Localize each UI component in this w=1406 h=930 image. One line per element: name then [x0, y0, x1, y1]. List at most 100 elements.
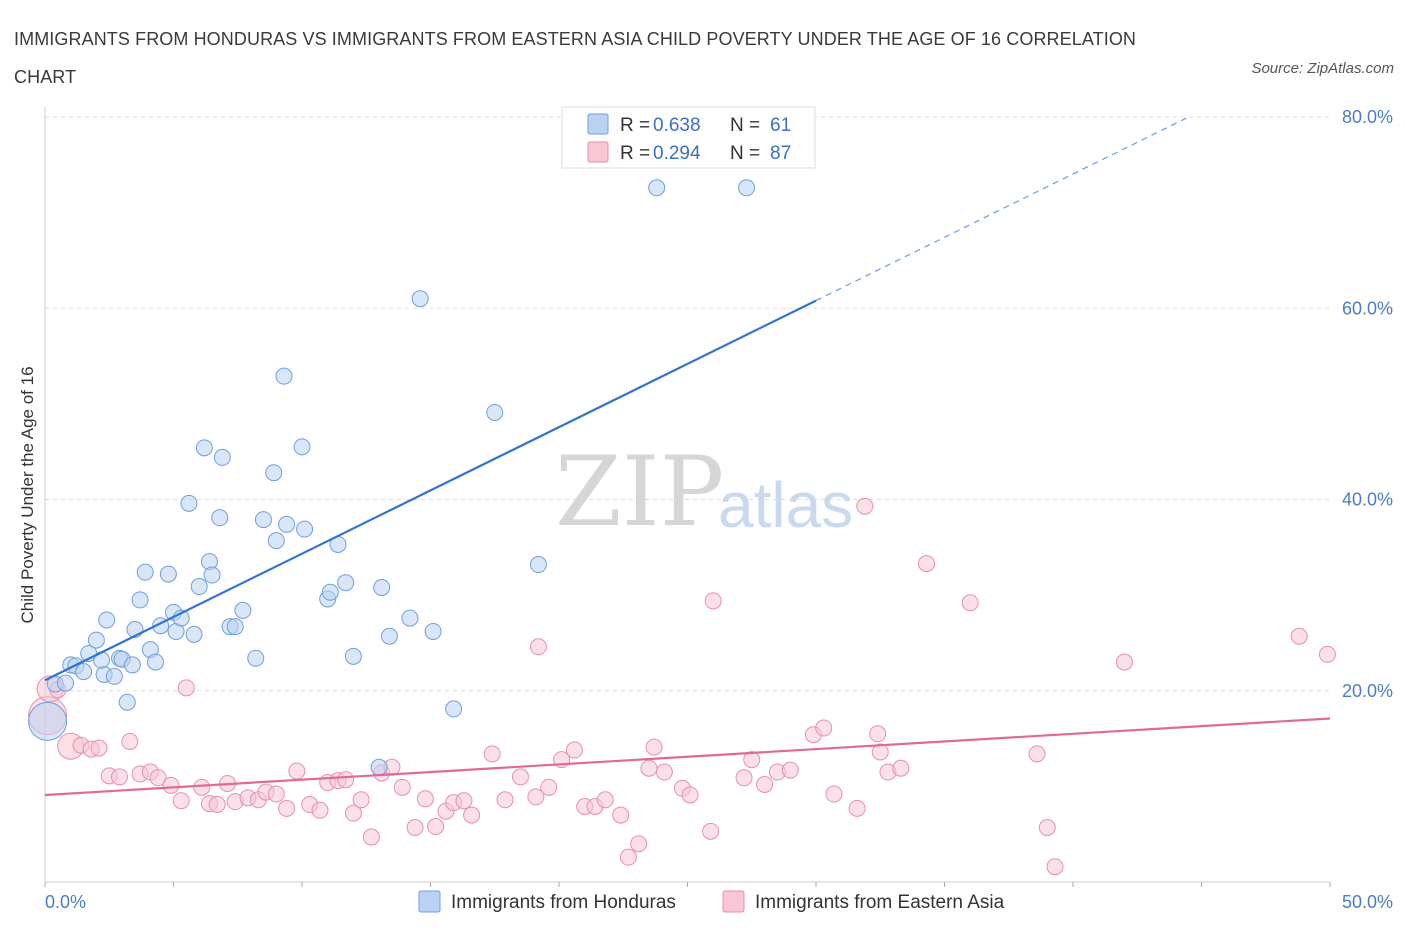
honduras-point-37	[265, 464, 283, 482]
honduras-point-18	[147, 653, 165, 671]
series-legend: Immigrants from Honduras Immigrants from…	[418, 890, 1005, 913]
eastern-asia-point-72	[815, 719, 833, 737]
legend-r-label-eastern-asia: R =	[620, 143, 650, 164]
eastern-asia-point-12	[149, 769, 167, 787]
honduras-point-59	[123, 656, 141, 674]
honduras-point-54	[445, 700, 463, 718]
honduras-point-26	[190, 578, 208, 596]
eastern-asia-point-82	[1028, 745, 1046, 763]
eastern-asia-point-86	[1290, 627, 1308, 645]
eastern-asia-point-25	[278, 799, 296, 817]
honduras-point-13	[118, 693, 136, 711]
eastern-asia-point-87	[1318, 645, 1336, 663]
eastern-asia-point-38	[406, 818, 424, 836]
eastern-asia-point-31	[337, 771, 355, 789]
eastern-asia-point-59	[645, 738, 663, 756]
eastern-asia-point-77	[871, 743, 889, 761]
honduras-point-10	[105, 667, 123, 685]
honduras-point-24	[180, 494, 198, 512]
bottom-legend-swatch-eastern-asia	[722, 890, 745, 913]
bottom-legend-label-eastern-asia: Immigrants from Eastern Asia	[755, 892, 1005, 913]
watermark-zip: ZIP	[555, 436, 724, 548]
eastern-asia-point-34	[362, 828, 380, 846]
y-tick-label-20: 20.0%	[1342, 681, 1393, 701]
eastern-asia-point-67	[743, 751, 761, 769]
y-tick-label-40: 40.0%	[1342, 490, 1393, 510]
axes	[44, 107, 1331, 887]
honduras-point-15	[131, 591, 149, 609]
honduras-point-52	[411, 290, 429, 308]
honduras-point-0	[28, 701, 68, 741]
honduras-point-46	[337, 574, 355, 592]
legend-r-value-eastern-asia: 0.294	[653, 143, 701, 164]
honduras-point-35	[247, 649, 265, 667]
eastern-asia-point-79	[892, 759, 910, 777]
eastern-asia-point-45	[483, 745, 501, 763]
eastern-asia-point-76	[869, 725, 887, 743]
honduras-point-53	[424, 622, 442, 640]
honduras-point-47	[344, 647, 362, 665]
y-tick-label-80: 80.0%	[1342, 107, 1393, 127]
honduras-point-20	[159, 565, 177, 583]
honduras-point-42	[296, 520, 314, 538]
honduras-point-7	[87, 631, 105, 649]
honduras-point-9	[98, 611, 116, 629]
honduras-point-38	[267, 532, 285, 550]
legend-n-label-eastern-asia: N =	[730, 143, 760, 164]
eastern-asia-point-74	[848, 799, 866, 817]
eastern-asia-point-46	[496, 791, 514, 809]
eastern-asia-point-80	[918, 555, 936, 573]
eastern-asia-point-64	[704, 592, 722, 610]
honduras-point-31	[213, 448, 231, 466]
honduras-point-40	[278, 515, 296, 533]
legend-n-label-honduras: N =	[730, 115, 760, 136]
eastern-asia-point-40	[427, 818, 445, 836]
eastern-asia-point-55	[612, 806, 630, 824]
eastern-asia-point-24	[267, 785, 285, 803]
eastern-asia-point-66	[735, 769, 753, 787]
eastern-asia-point-39	[416, 790, 434, 808]
eastern-asia-point-26	[288, 762, 306, 780]
eastern-asia-point-43	[455, 792, 473, 810]
honduras-point-39	[275, 367, 293, 385]
honduras-point-57	[648, 179, 666, 197]
honduras-point-45	[321, 583, 339, 601]
eastern-asia-point-62	[681, 786, 699, 804]
honduras-point-29	[203, 566, 221, 584]
series-eastern-asia	[28, 497, 1336, 876]
trend-lines	[44, 116, 1331, 797]
honduras-point-30	[211, 509, 229, 527]
eastern-asia-point-32	[344, 804, 362, 822]
legend-r-value-honduras: 0.638	[653, 115, 701, 136]
honduras-point-56	[529, 556, 547, 574]
trend-line-honduras-extension	[815, 116, 1189, 302]
honduras-point-49	[373, 578, 391, 596]
eastern-asia-point-8	[111, 768, 129, 786]
honduras-point-5	[75, 663, 93, 681]
honduras-point-41	[293, 438, 311, 456]
honduras-point-36	[254, 511, 272, 529]
eastern-asia-point-49	[540, 778, 558, 796]
eastern-asia-point-75	[856, 497, 874, 515]
honduras-point-51	[401, 609, 419, 627]
chart-title: IMMIGRANTS FROM HONDURAS VS IMMIGRANTS F…	[14, 29, 1137, 87]
legend-n-value-honduras: 61	[770, 115, 791, 136]
bottom-legend-label-honduras: Immigrants from Honduras	[451, 892, 676, 913]
honduras-point-2	[57, 674, 75, 692]
eastern-asia-point-16	[193, 778, 211, 796]
honduras-point-33	[226, 618, 244, 636]
trend-line-honduras	[44, 299, 817, 682]
eastern-asia-point-63	[702, 822, 720, 840]
eastern-asia-point-58	[640, 759, 658, 777]
eastern-asia-point-9	[121, 732, 139, 750]
honduras-point-27	[195, 439, 213, 457]
correlation-legend: R = 0.638 N = 61 R = 0.294 N = 87	[561, 106, 816, 169]
honduras-point-48	[370, 758, 388, 776]
legend-n-value-eastern-asia: 87	[770, 143, 791, 164]
honduras-point-25	[185, 625, 203, 643]
legend-swatch-honduras	[587, 113, 609, 135]
eastern-asia-point-73	[825, 785, 843, 803]
watermark-atlas: atlas	[718, 469, 853, 541]
watermark: ZIP atlas	[555, 436, 853, 548]
